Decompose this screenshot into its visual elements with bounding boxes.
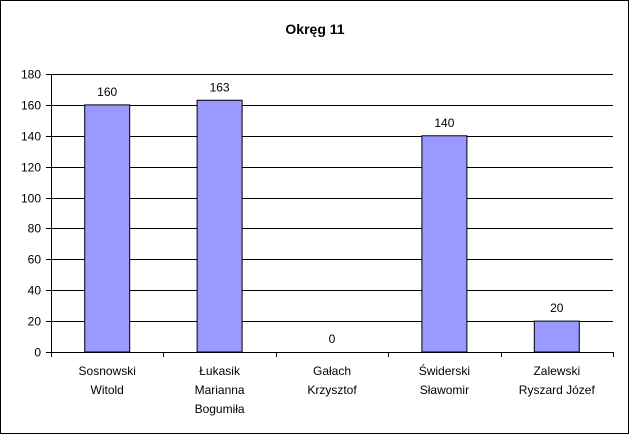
category-label-line: Świderski xyxy=(419,363,470,378)
y-tick-label: 40 xyxy=(28,284,42,298)
labels: 0 20 40 60 80 100 120 140 160 180 160 Sosnowski Wito… xyxy=(21,68,596,417)
category-label-line: Sosnowski xyxy=(79,364,136,378)
data-label: 163 xyxy=(210,80,230,94)
category-label-line: Bogumiła xyxy=(195,402,245,416)
category-label: Zalewski Ryszard Józef xyxy=(519,364,596,397)
category-label: Świderski Sławomir xyxy=(419,363,470,397)
y-tick-label: 100 xyxy=(21,192,41,206)
category-label-line: Zalewski xyxy=(533,364,580,378)
bar xyxy=(84,104,131,353)
category-label: Gałach Krzysztof xyxy=(307,364,357,397)
y-tick-label: 80 xyxy=(28,222,42,236)
data-label: 140 xyxy=(434,116,454,130)
y-tick-label: 20 xyxy=(28,315,42,329)
category-label-line: Gałach xyxy=(313,364,351,378)
category-label-line: Krzysztof xyxy=(307,383,357,397)
category-label-line: Marianna xyxy=(195,383,245,397)
y-tick-label: 60 xyxy=(28,253,42,267)
bar xyxy=(196,99,243,353)
y-tick-label: 180 xyxy=(21,68,41,82)
gridlines xyxy=(51,74,613,322)
category-label-line: Ryszard Józef xyxy=(519,383,596,397)
category-label-line: Łukasik xyxy=(199,364,241,378)
category-label-line: Sławomir xyxy=(420,383,469,397)
axes xyxy=(46,74,614,357)
bars xyxy=(84,99,580,353)
category-label-line: Witold xyxy=(91,383,124,397)
chart-title: Okręg 11 xyxy=(285,21,344,37)
y-tick-label: 120 xyxy=(21,161,41,175)
y-tick-label: 140 xyxy=(21,130,41,144)
bar xyxy=(421,135,468,353)
category-label: Łukasik Marianna Bogumiła xyxy=(195,364,245,416)
y-tick-label: 160 xyxy=(21,99,41,113)
data-label: 0 xyxy=(329,332,336,346)
y-tick-label: 0 xyxy=(34,346,41,360)
category-label: Sosnowski Witold xyxy=(79,364,136,397)
bar xyxy=(533,320,580,353)
data-label: 20 xyxy=(550,301,564,315)
data-label: 160 xyxy=(97,85,117,99)
